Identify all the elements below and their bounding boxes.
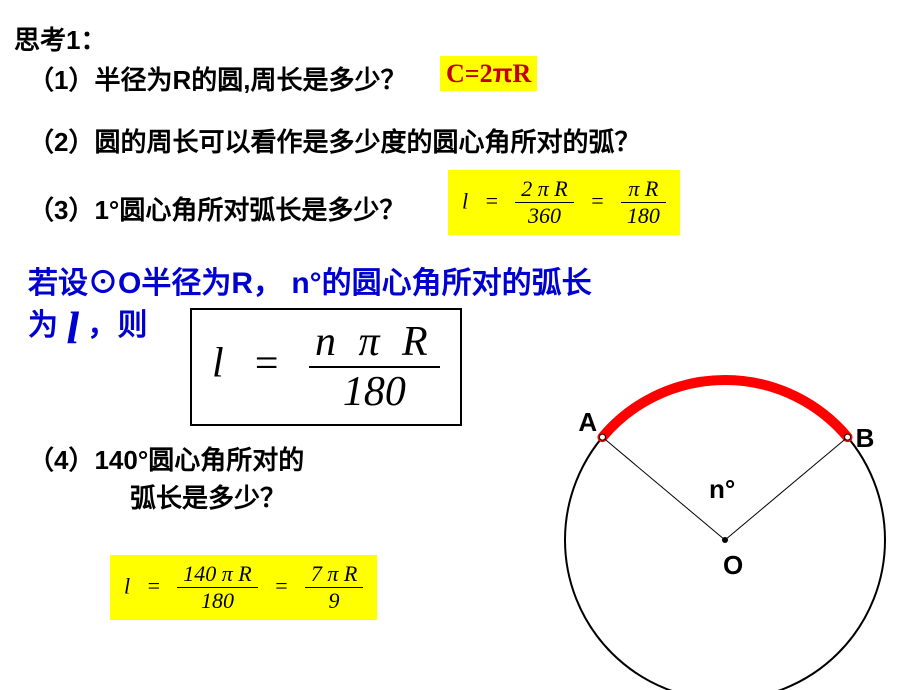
svg-text:n°: n° <box>709 474 735 504</box>
svg-text:B: B <box>856 423 875 453</box>
circle-diagram: A B On° <box>0 0 920 690</box>
svg-text:O: O <box>723 550 743 580</box>
svg-text:A: A <box>578 407 597 437</box>
